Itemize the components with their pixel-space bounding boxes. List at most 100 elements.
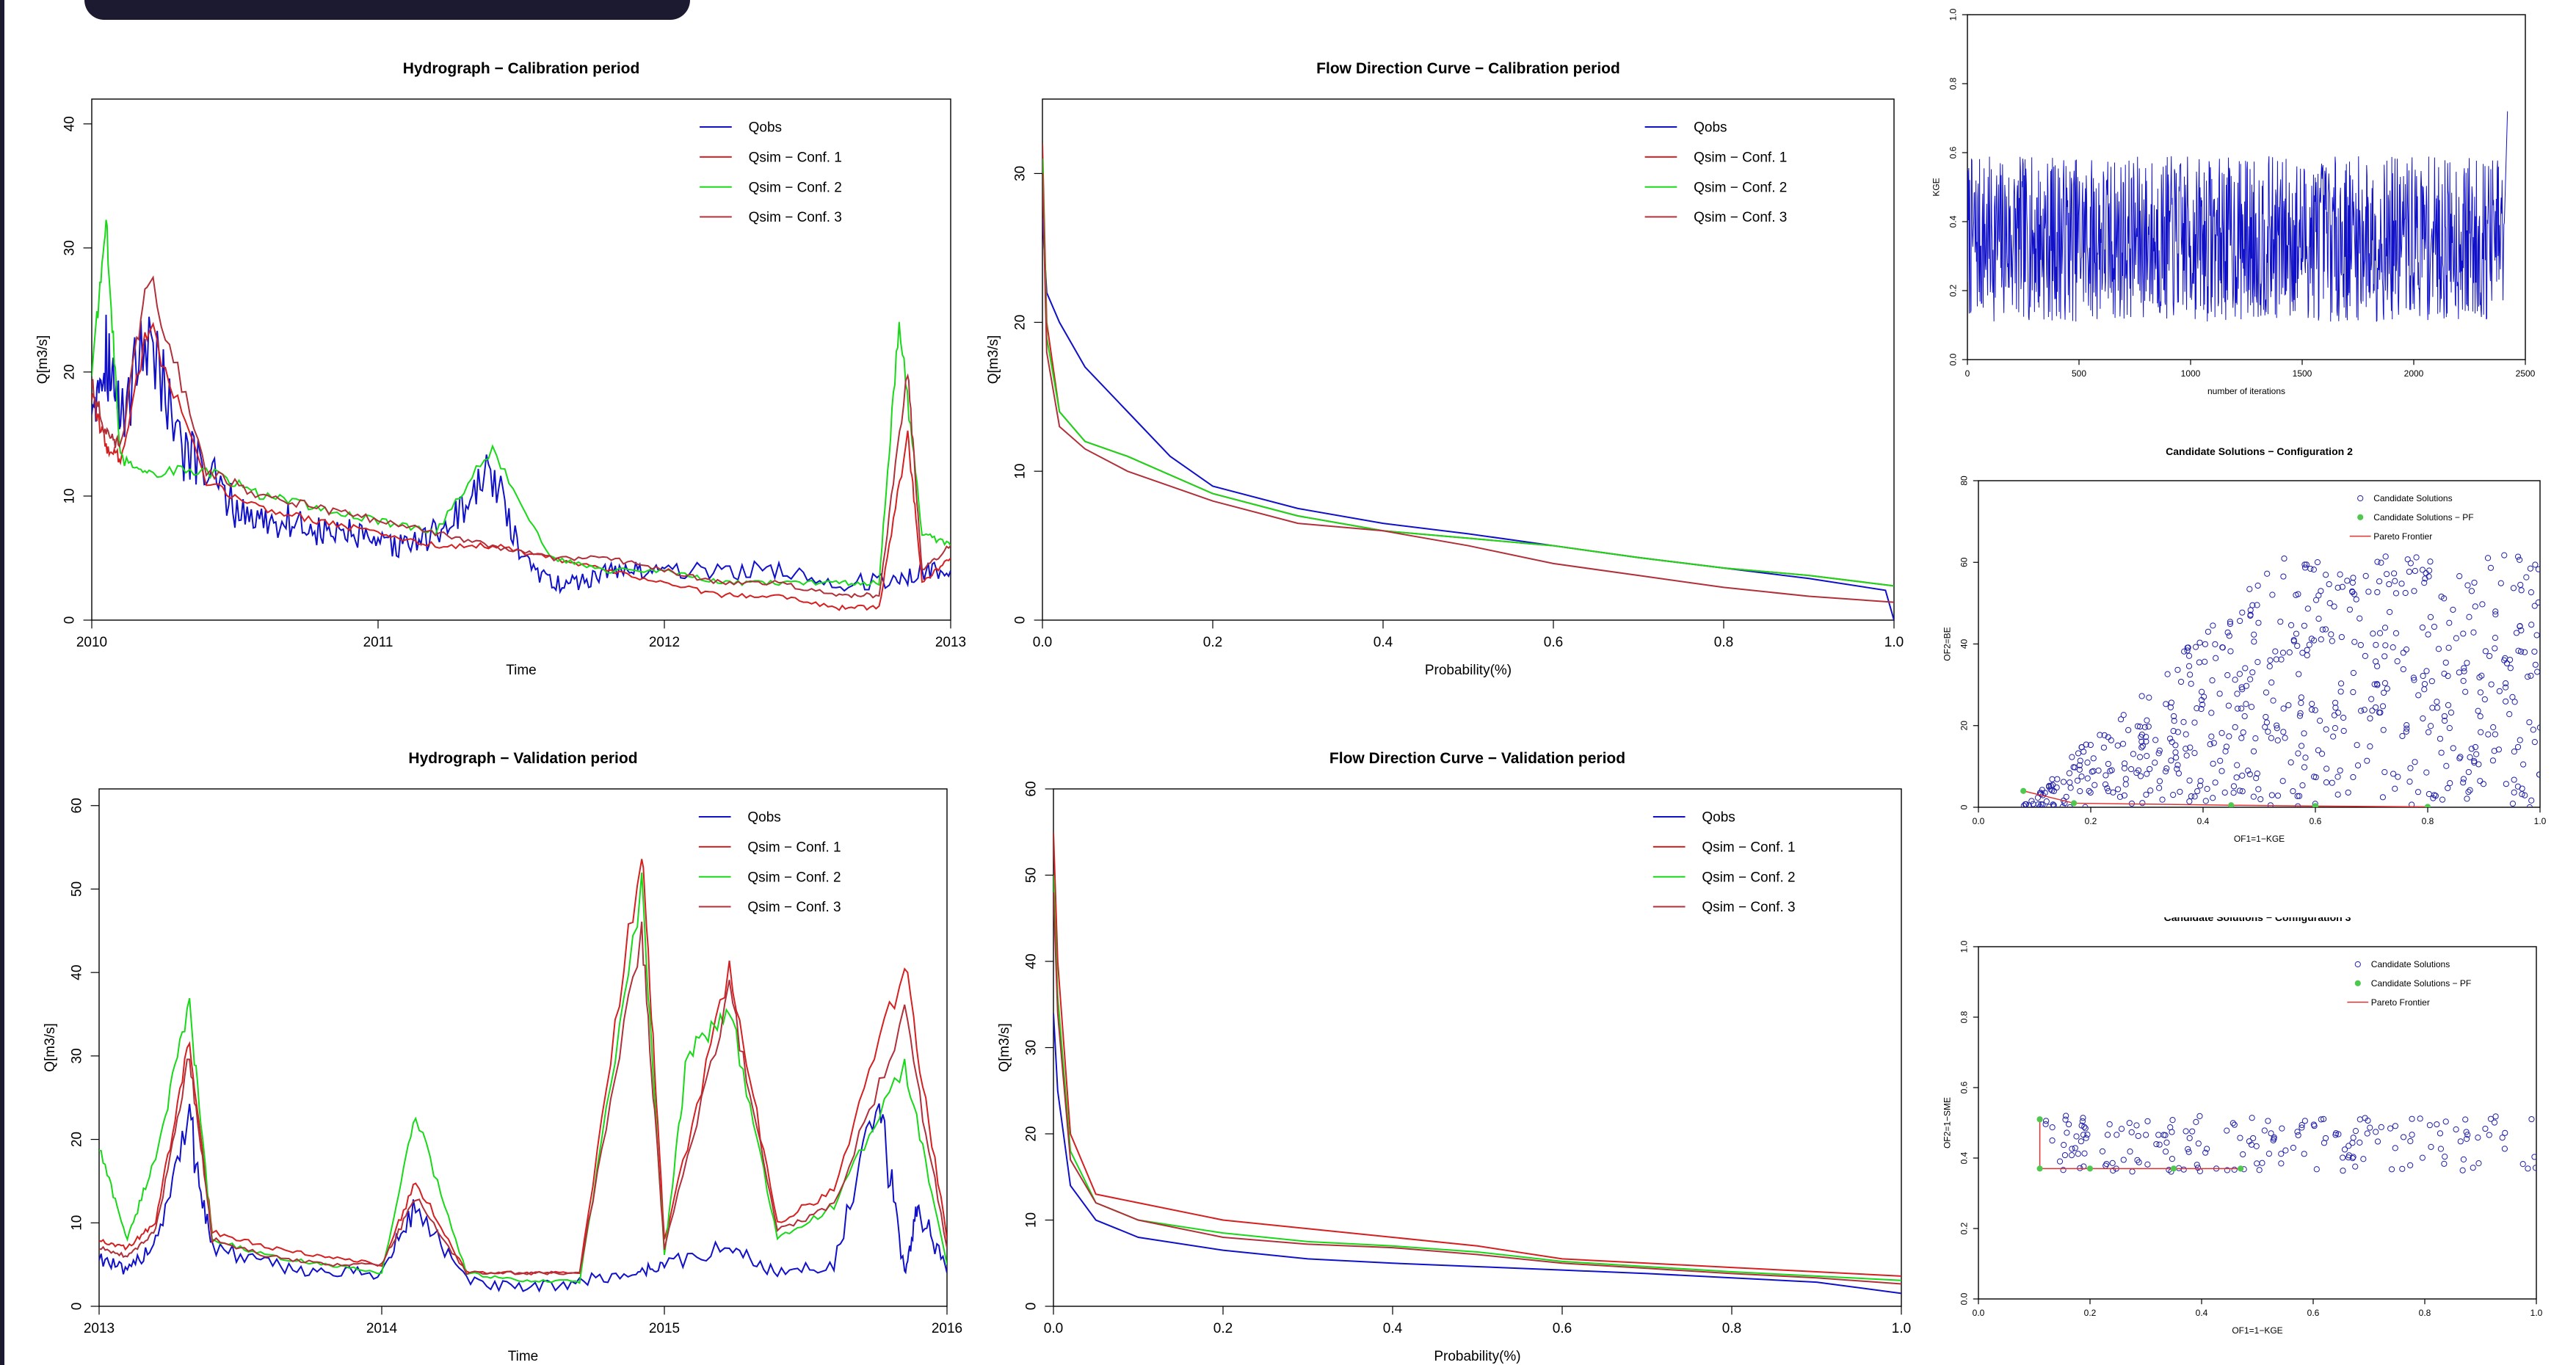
scatter-point	[2350, 1154, 2357, 1160]
scatter-point	[2209, 677, 2216, 684]
scatter-point	[2308, 706, 2315, 713]
x-tick-label: 0.0	[1973, 816, 1985, 826]
scatter-point	[2357, 1139, 2363, 1146]
scatter-point	[2364, 1130, 2370, 1137]
scatter-point	[2246, 586, 2253, 592]
scatter-point	[2295, 1132, 2301, 1139]
scatter-point	[2374, 558, 2381, 565]
scatter-point	[2201, 694, 2207, 700]
scatter-point	[2266, 663, 2273, 670]
scatter-point	[2338, 633, 2345, 641]
x-tick-label: 0	[1965, 368, 1970, 379]
y-tick-label: 30	[1023, 1040, 1039, 1055]
x-axis-label: number of iterations	[2207, 386, 2285, 396]
series-line	[99, 921, 947, 1275]
scatter-point	[2270, 1137, 2276, 1143]
scatter-point	[2415, 692, 2422, 699]
scatter-point	[2381, 680, 2389, 686]
scatter-point	[2247, 607, 2254, 614]
scatter-point	[2290, 1144, 2296, 1151]
scatter-point	[2049, 776, 2056, 782]
scatter-point	[2362, 652, 2368, 660]
scatter-point	[2171, 713, 2177, 720]
scatter-point	[2221, 789, 2228, 796]
scatter-point	[2528, 589, 2535, 596]
scatter-point	[2208, 733, 2215, 740]
scatter-point	[2374, 589, 2381, 596]
scatter-point	[2194, 1162, 2200, 1168]
scatter-point	[2274, 722, 2280, 729]
series-line	[92, 314, 951, 594]
scatter-point	[2138, 744, 2145, 751]
scatter-point	[2257, 796, 2264, 803]
scatter-point	[2183, 731, 2189, 738]
scatter-point	[2152, 737, 2159, 743]
scatter-point	[2202, 641, 2208, 647]
scatter-point	[2406, 779, 2413, 785]
scatter-point	[2411, 588, 2417, 594]
scatter-point	[2457, 1138, 2464, 1145]
y-tick-label: 60	[1959, 557, 1969, 567]
scatter-point	[2314, 559, 2321, 566]
scatter-point	[2224, 1127, 2230, 1134]
scatter-point	[2174, 666, 2181, 673]
scatter-point	[2069, 1146, 2075, 1152]
scatter-point	[2437, 1146, 2445, 1152]
scatter-point	[2437, 1130, 2444, 1137]
scatter-point	[2506, 711, 2513, 718]
scatter-point	[2253, 775, 2260, 782]
scatter-point	[2254, 659, 2261, 666]
pareto-point	[2228, 802, 2235, 807]
scatter-point	[2227, 619, 2233, 625]
scatter-point	[2464, 796, 2470, 802]
scatter-point	[2374, 663, 2381, 669]
scatter-point	[2536, 771, 2540, 778]
scatter-point	[2207, 741, 2213, 748]
scatter-point	[2225, 702, 2232, 709]
scatter-point	[2334, 584, 2341, 591]
scatter-point	[2491, 748, 2497, 754]
scatter-point	[2156, 785, 2163, 791]
scatter-point	[2376, 578, 2383, 585]
scatter-point	[2105, 734, 2111, 740]
pareto-point	[2036, 1165, 2043, 1172]
y-tick-label: 20	[69, 1132, 84, 1147]
scatter-point	[2419, 567, 2426, 573]
scatter-point	[2445, 785, 2451, 792]
scatter-point	[2062, 1116, 2069, 1123]
scatter-point	[2381, 689, 2387, 696]
scatter-point	[2256, 1167, 2263, 1173]
scatter-point	[2198, 688, 2205, 695]
scatter-point	[2321, 1115, 2327, 1122]
scatter-point	[2226, 633, 2232, 639]
scatter-point	[2084, 1132, 2091, 1138]
plot-frame	[1967, 14, 2526, 360]
scatter-point	[2084, 775, 2091, 782]
scatter-point	[2465, 788, 2472, 796]
scatter-point	[2312, 707, 2318, 713]
scatter-point	[2441, 713, 2448, 720]
scatter-point	[2492, 645, 2498, 652]
scatter-point	[2503, 698, 2509, 705]
y-tick-label: 0	[1012, 616, 1028, 625]
scatter-point	[2212, 641, 2218, 647]
scatter-point	[2307, 565, 2314, 572]
scatter-point	[2196, 782, 2204, 789]
scatter-point	[2460, 776, 2467, 782]
scatter-point	[2102, 781, 2109, 787]
scatter-point	[2340, 714, 2347, 721]
scatter-point	[2445, 644, 2452, 651]
scatter-point	[2361, 707, 2368, 713]
scatter-point	[2423, 668, 2430, 674]
scatter-point	[2295, 750, 2301, 757]
scatter-point	[2520, 761, 2527, 768]
scatter-point	[2081, 1150, 2088, 1157]
scatter-point	[2219, 644, 2226, 651]
x-tick-label: 0.4	[2197, 816, 2210, 826]
scatter-point	[2205, 628, 2212, 635]
scatter-point	[2202, 658, 2208, 665]
y-tick-label: 80	[1959, 476, 1969, 486]
scatter-point	[2301, 622, 2308, 629]
scatter-point	[2421, 680, 2428, 688]
scatter-point	[2476, 674, 2483, 681]
